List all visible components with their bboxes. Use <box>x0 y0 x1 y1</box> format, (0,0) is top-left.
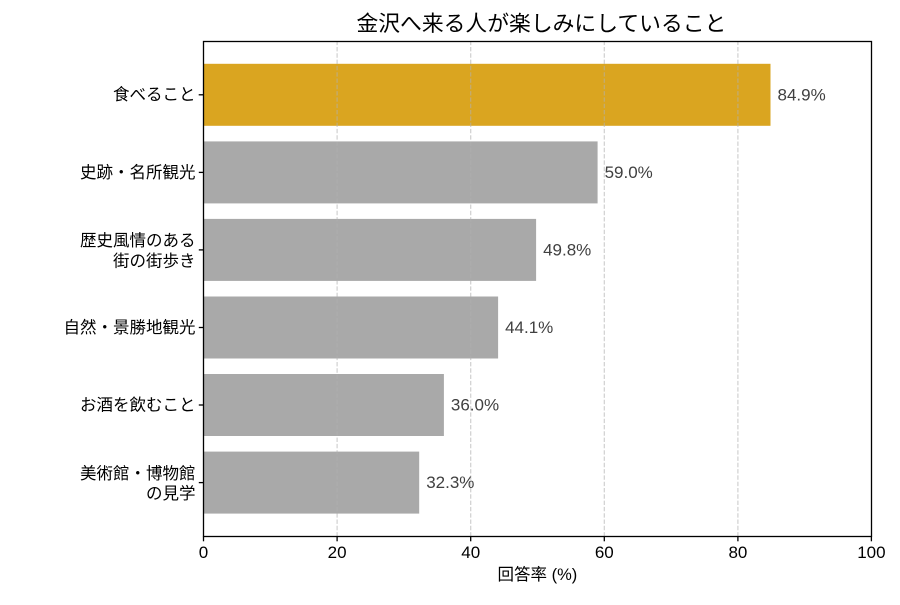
svg-text:100: 100 <box>857 543 885 562</box>
svg-text:44.1%: 44.1% <box>505 318 553 337</box>
svg-text:36.0%: 36.0% <box>451 396 499 415</box>
svg-text:32.3%: 32.3% <box>426 473 474 492</box>
svg-text:美術館・博物館: 美術館・博物館 <box>80 464 196 483</box>
svg-text:食べること: 食べること <box>113 85 196 104</box>
svg-text:自然・景勝地観光: 自然・景勝地観光 <box>64 318 196 337</box>
svg-text:の見学: の見学 <box>146 484 196 503</box>
svg-text:59.0%: 59.0% <box>605 163 653 182</box>
svg-text:歴史風情のある: 歴史風情のある <box>80 231 196 250</box>
svg-text:金沢へ来る人が楽しみにしていること: 金沢へ来る人が楽しみにしていること <box>356 11 726 36</box>
svg-text:49.8%: 49.8% <box>543 241 591 260</box>
svg-text:お酒を飲むこと: お酒を飲むこと <box>80 395 196 414</box>
svg-text:20: 20 <box>328 543 347 562</box>
svg-text:0: 0 <box>199 543 208 562</box>
svg-text:史跡・名所観光: 史跡・名所観光 <box>80 163 196 182</box>
svg-text:40: 40 <box>461 543 480 562</box>
svg-text:60: 60 <box>595 543 614 562</box>
svg-text:80: 80 <box>728 543 747 562</box>
svg-text:回答率 (%): 回答率 (%) <box>498 565 578 584</box>
svg-text:84.9%: 84.9% <box>778 85 826 104</box>
svg-text:街の街歩き: 街の街歩き <box>113 252 196 271</box>
